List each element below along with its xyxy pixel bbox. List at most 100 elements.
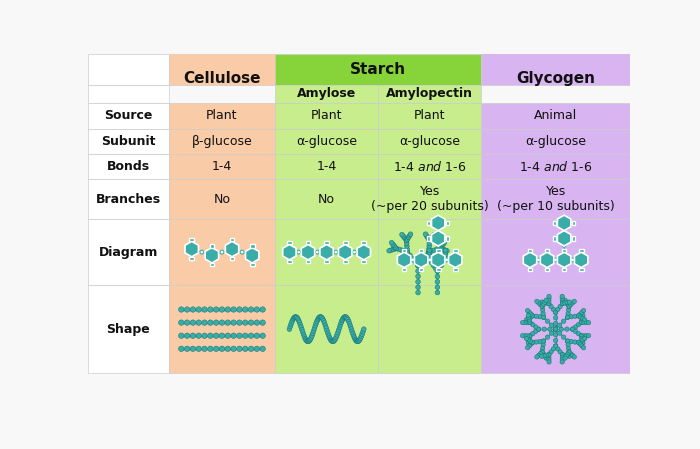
Circle shape — [560, 352, 565, 357]
Circle shape — [353, 337, 358, 342]
Circle shape — [432, 248, 437, 252]
Circle shape — [426, 237, 430, 241]
Circle shape — [531, 340, 535, 345]
Circle shape — [413, 260, 418, 264]
Circle shape — [584, 321, 589, 325]
Bar — [481, 35, 630, 85]
Circle shape — [526, 339, 531, 343]
Circle shape — [309, 334, 314, 338]
Text: Shape: Shape — [106, 323, 150, 336]
Circle shape — [443, 248, 447, 252]
Circle shape — [560, 299, 564, 304]
Circle shape — [526, 308, 530, 313]
Bar — [230, 257, 235, 260]
Polygon shape — [431, 231, 445, 246]
Circle shape — [578, 312, 582, 316]
Bar — [169, 180, 275, 220]
Circle shape — [537, 258, 540, 262]
Polygon shape — [205, 247, 218, 263]
Circle shape — [562, 243, 566, 247]
Circle shape — [576, 331, 580, 336]
Bar — [481, 180, 630, 220]
Circle shape — [572, 355, 576, 359]
Circle shape — [578, 315, 583, 319]
Circle shape — [341, 317, 345, 321]
Bar — [562, 268, 566, 271]
Polygon shape — [283, 244, 296, 260]
Circle shape — [344, 316, 349, 321]
Circle shape — [242, 320, 248, 326]
Circle shape — [540, 304, 545, 308]
Circle shape — [320, 316, 324, 320]
Circle shape — [237, 307, 242, 312]
Circle shape — [449, 255, 454, 260]
Bar — [572, 236, 575, 241]
Circle shape — [443, 255, 448, 260]
Circle shape — [184, 333, 190, 339]
Circle shape — [437, 266, 442, 270]
Circle shape — [429, 249, 434, 253]
Circle shape — [427, 255, 432, 260]
Circle shape — [526, 316, 531, 320]
Circle shape — [416, 290, 421, 295]
Circle shape — [405, 238, 409, 243]
Bar — [88, 54, 169, 85]
Circle shape — [425, 256, 430, 261]
Circle shape — [528, 334, 532, 338]
Circle shape — [225, 320, 230, 326]
Circle shape — [438, 246, 442, 251]
Circle shape — [564, 300, 568, 304]
Circle shape — [528, 334, 532, 338]
Circle shape — [551, 307, 556, 312]
Circle shape — [287, 327, 292, 331]
Circle shape — [405, 238, 409, 243]
Bar — [275, 220, 378, 285]
Circle shape — [308, 337, 313, 342]
Bar — [275, 180, 378, 220]
Circle shape — [554, 327, 558, 331]
Circle shape — [526, 346, 530, 350]
Circle shape — [350, 329, 354, 334]
Circle shape — [317, 315, 322, 320]
Circle shape — [568, 352, 573, 356]
Circle shape — [573, 325, 578, 329]
Circle shape — [560, 297, 564, 301]
Circle shape — [563, 301, 567, 305]
Bar — [453, 249, 458, 252]
Circle shape — [579, 334, 584, 338]
Polygon shape — [575, 252, 588, 268]
Circle shape — [566, 308, 570, 312]
Circle shape — [535, 355, 539, 359]
Circle shape — [557, 323, 562, 327]
Circle shape — [351, 334, 356, 339]
Circle shape — [520, 334, 525, 338]
Text: α-glucose: α-glucose — [399, 135, 460, 148]
Circle shape — [391, 242, 395, 247]
Text: No: No — [214, 193, 230, 206]
Circle shape — [580, 338, 585, 342]
Circle shape — [424, 232, 428, 237]
Circle shape — [196, 333, 202, 339]
Circle shape — [443, 257, 448, 262]
Circle shape — [405, 238, 409, 243]
Bar — [528, 249, 533, 252]
Circle shape — [260, 333, 265, 339]
Circle shape — [525, 320, 530, 325]
Circle shape — [334, 250, 338, 254]
Circle shape — [322, 321, 327, 325]
Circle shape — [427, 257, 432, 262]
Circle shape — [298, 322, 302, 327]
Circle shape — [536, 327, 540, 331]
Circle shape — [405, 250, 409, 254]
Text: Glycogen: Glycogen — [516, 71, 595, 86]
Circle shape — [435, 274, 440, 279]
Circle shape — [248, 346, 253, 352]
Bar — [419, 249, 423, 252]
Circle shape — [547, 357, 551, 362]
Circle shape — [534, 340, 538, 344]
Circle shape — [541, 339, 546, 343]
Circle shape — [237, 333, 242, 339]
Bar — [378, 128, 481, 154]
Circle shape — [237, 320, 242, 326]
Circle shape — [547, 352, 551, 357]
